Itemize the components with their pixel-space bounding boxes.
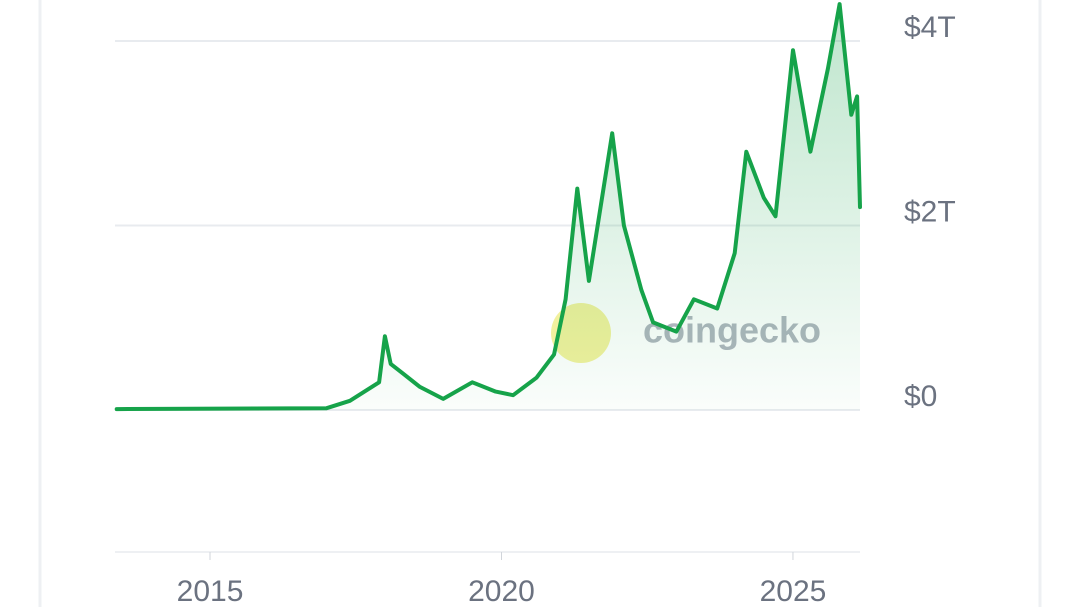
y-tick-label: $2T xyxy=(904,195,956,228)
x-tick-label: 2025 xyxy=(760,575,827,607)
line xyxy=(114,2,862,412)
x-tick-label: 2020 xyxy=(468,575,535,607)
x-tick-label: 2015 xyxy=(177,575,244,607)
y-tick-label: $0 xyxy=(904,380,937,413)
y-tick-label: $4T xyxy=(904,11,956,44)
area xyxy=(116,4,860,410)
